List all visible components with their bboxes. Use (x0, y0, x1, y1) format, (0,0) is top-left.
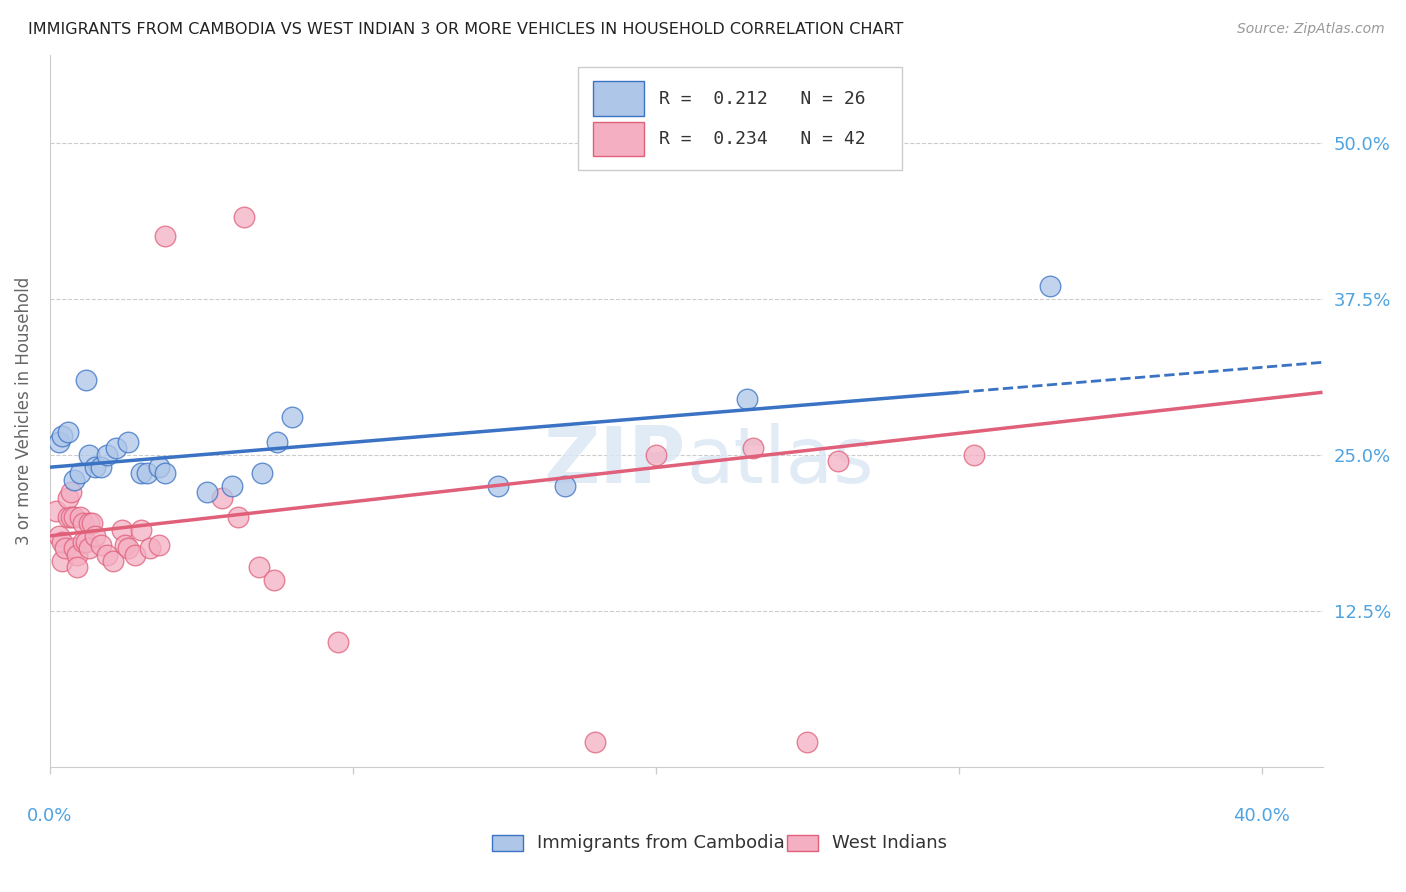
Point (69, 467, 91, 481)
Point (77, 541, 100, 556)
Point (84, 460, 107, 475)
Text: R =  0.234   N = 42: R = 0.234 N = 42 (659, 130, 866, 148)
Point (72, 535, 94, 549)
Point (56, 510, 79, 524)
Point (117, 435, 139, 450)
Point (796, 735, 818, 749)
Point (583, 735, 606, 749)
Point (63, 510, 86, 524)
Point (281, 410, 304, 425)
Bar (593, 122, 644, 156)
Point (221, 479, 243, 493)
Point (266, 435, 288, 450)
Text: West Indians: West Indians (832, 834, 948, 852)
Point (148, 460, 170, 475)
Point (963, 448, 986, 462)
Point (105, 442, 128, 456)
Point (66, 548, 89, 562)
Point (114, 538, 136, 552)
Point (644, 448, 666, 462)
Text: IMMIGRANTS FROM CAMBODIA VS WEST INDIAN 3 OR MORE VEHICLES IN HOUSEHOLD CORRELAT: IMMIGRANTS FROM CAMBODIA VS WEST INDIAN … (28, 22, 904, 37)
Point (48, 529, 70, 543)
Point (226, 510, 249, 524)
Point (148, 538, 170, 552)
Point (486, 479, 509, 493)
Text: atlas: atlas (686, 423, 873, 499)
Point (263, 573, 285, 587)
Point (741, 442, 763, 456)
Point (250, 467, 273, 481)
Point (153, 467, 176, 481)
Point (326, 635, 349, 649)
Point (129, 467, 152, 481)
Point (211, 491, 233, 506)
Point (90, 538, 112, 552)
Point (75, 535, 97, 549)
Point (59, 485, 82, 500)
Point (66, 560, 89, 574)
Text: ZIP: ZIP (544, 423, 686, 499)
Point (63, 541, 86, 556)
Point (63, 473, 86, 487)
Text: Immigrants from Cambodia: Immigrants from Cambodia (537, 834, 785, 852)
Point (103, 554, 125, 568)
Point (96, 548, 118, 562)
Point (77, 448, 100, 462)
Point (69, 510, 91, 524)
Point (135, 467, 157, 481)
Point (153, 229, 176, 244)
Point (51, 554, 73, 568)
Point (117, 541, 139, 556)
Point (554, 479, 576, 493)
Point (1039, 279, 1062, 293)
Point (82, 516, 104, 531)
Point (111, 523, 134, 537)
Point (90, 460, 112, 475)
Point (827, 454, 849, 468)
Point (96, 448, 118, 462)
Point (232, 211, 254, 225)
Point (72, 516, 94, 531)
Text: 40.0%: 40.0% (1233, 807, 1291, 825)
Text: R =  0.212   N = 26: R = 0.212 N = 26 (659, 89, 866, 108)
Point (51, 535, 73, 549)
Point (75, 373, 97, 387)
Text: Source: ZipAtlas.com: Source: ZipAtlas.com (1237, 22, 1385, 37)
Point (84, 529, 107, 543)
Y-axis label: 3 or more Vehicles in Household: 3 or more Vehicles in Household (15, 277, 32, 545)
Point (129, 523, 152, 537)
Point (48, 435, 70, 450)
Point (56, 425, 79, 440)
Point (56, 491, 79, 506)
Point (59, 510, 82, 524)
Point (124, 548, 146, 562)
Point (53, 541, 76, 556)
Point (51, 429, 73, 443)
Point (77, 516, 100, 531)
Point (247, 560, 270, 574)
Point (45, 504, 67, 518)
Text: 0.0%: 0.0% (27, 807, 72, 825)
FancyBboxPatch shape (578, 67, 903, 170)
Point (195, 485, 218, 500)
Bar (593, 81, 644, 116)
Point (599, 136, 621, 150)
Point (138, 541, 160, 556)
Point (735, 392, 758, 406)
